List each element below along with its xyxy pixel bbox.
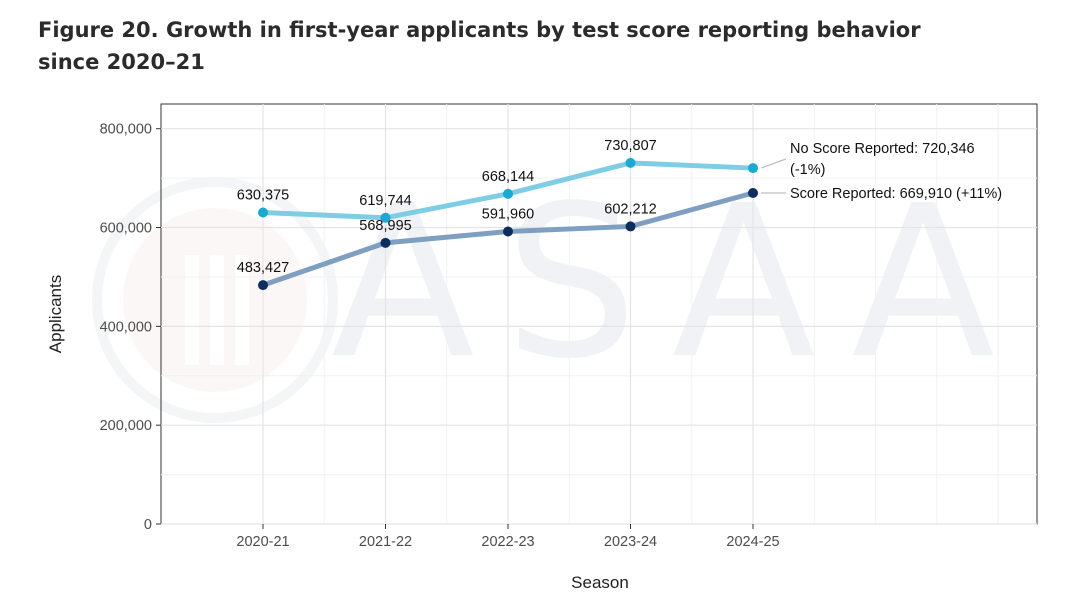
grid-minor (161, 104, 1037, 524)
y-tick-label: 400,000 (100, 319, 152, 335)
y-axis: 0 200,000 400,000 600,000 800,000 (100, 122, 161, 533)
data-point (503, 188, 513, 199)
data-label: 591,960 (482, 207, 534, 223)
end-label-leader (760, 158, 787, 169)
y-axis-title: Applicants (46, 275, 65, 353)
end-labels: No Score Reported: 720,346 (-1%) Score Rep… (760, 141, 1002, 202)
data-label: 668,144 (482, 169, 534, 185)
y-tick-label: 600,000 (100, 221, 152, 237)
data-point (258, 280, 268, 291)
grid-major (161, 104, 1037, 525)
x-tick-label: 2024-25 (726, 534, 779, 550)
data-point (748, 163, 758, 174)
data-label: 619,744 (359, 193, 411, 209)
x-tick-label: 2022-23 (481, 534, 534, 550)
data-point (625, 157, 636, 168)
y-tick-label: 200,000 (100, 418, 152, 434)
data-point (748, 187, 758, 198)
data-point (380, 212, 391, 223)
x-tick-label: 2020-21 (236, 534, 289, 550)
data-point (503, 226, 513, 237)
watermark-text: ASAA (331, 160, 1025, 405)
x-tick-label: 2023-24 (604, 534, 657, 550)
data-point (625, 221, 636, 232)
watermark-logo: ASAA (92, 160, 1025, 423)
point-labels: 630,375 619,744 668,144 730,807 483,427 568,9… (237, 138, 657, 276)
data-point (380, 237, 391, 248)
end-label: No Score Reported: 720,346 (790, 141, 975, 157)
y-tick-label: 800,000 (100, 122, 152, 138)
x-axis: 2020-21 2021-22 2022-23 2023-24 2024-25 (236, 524, 780, 550)
data-point (258, 207, 268, 218)
x-tick-label: 2021-22 (359, 534, 412, 550)
x-axis-title: Season (571, 573, 629, 592)
data-label: 568,995 (359, 218, 411, 234)
data-label: 730,807 (604, 138, 656, 154)
data-label: 483,427 (237, 260, 289, 276)
end-label: (-1%) (790, 162, 825, 178)
data-label: 630,375 (237, 188, 289, 204)
data-label: 602,212 (604, 201, 656, 217)
figure-title: Figure 20. Growth in first-year applican… (38, 18, 921, 74)
end-label: Score Reported: 669,910 (+11%) (790, 186, 1002, 202)
y-tick-label: 0 (144, 517, 152, 533)
series-points (258, 157, 758, 291)
